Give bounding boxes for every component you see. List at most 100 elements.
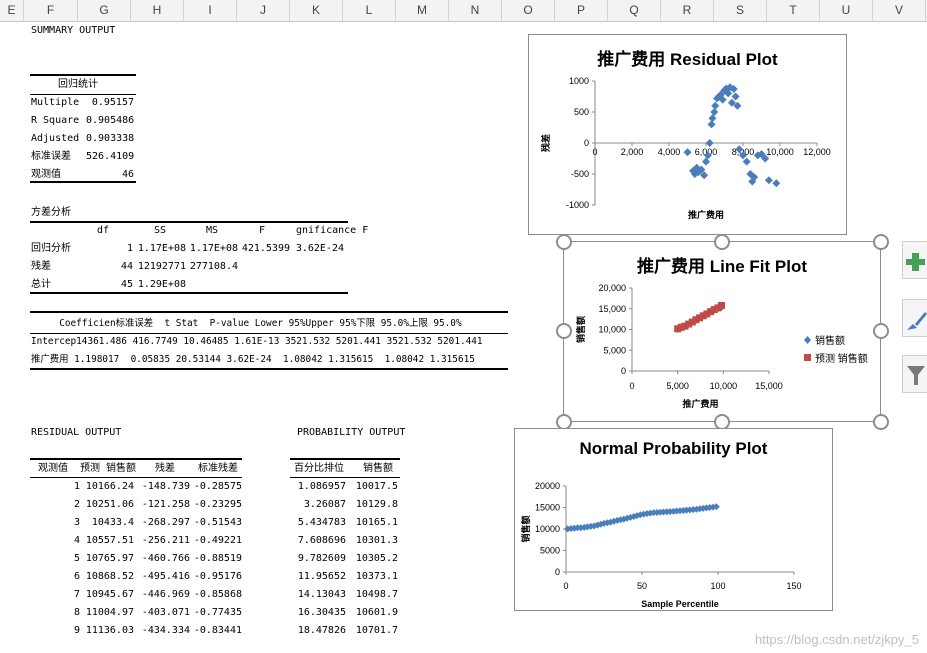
line-fit-plot-chart[interactable]: 推广费用 Line Fit Plot 0 5,000 10,000 15,000 20,… — [563, 241, 881, 422]
data-point — [739, 151, 747, 160]
residual-cell: -0.28575 — [193, 481, 242, 492]
data-point — [686, 506, 694, 514]
column-header-t[interactable]: T — [767, 0, 820, 21]
column-header-h[interactable]: H — [131, 0, 184, 21]
anova-col-header: F — [258, 225, 266, 236]
residual-cell: 11136.03 — [85, 625, 134, 636]
data-point — [724, 89, 733, 98]
table-rule — [290, 477, 400, 478]
normal-probability-plot-chart[interactable]: Normal Probability Plot 0 50 100 150 20000 15… — [514, 428, 833, 611]
table-rule — [30, 311, 508, 313]
residual-cell: -148.739 — [141, 481, 190, 492]
resize-handle-top-left[interactable] — [556, 234, 572, 250]
regression-stats-header: 回归统计 — [58, 79, 98, 90]
column-header-m[interactable]: M — [396, 0, 449, 21]
column-header-s[interactable]: S — [714, 0, 767, 21]
probability-cell: 1.086957 — [297, 481, 346, 492]
worksheet-grid[interactable]: SUMMARY OUTPUT 回归统计 Multiple 0.95157 R Squ… — [0, 21, 927, 653]
x-tick-label: 2,000 — [621, 147, 644, 157]
regression-stat-label: R Square — [31, 115, 80, 126]
data-point — [718, 95, 727, 104]
y-tick-label: 0 — [621, 366, 626, 376]
column-header-q[interactable]: Q — [608, 0, 661, 21]
data-point — [742, 157, 751, 166]
data-point — [718, 301, 726, 309]
probability-cell: 10601.9 — [355, 607, 398, 618]
anova-col-header: MS — [205, 225, 219, 236]
data-point — [702, 157, 710, 166]
x-tick-label: 100 — [710, 581, 725, 591]
anova-row-label: 总计 — [31, 279, 51, 290]
x-tick-label: 150 — [786, 581, 801, 591]
data-point — [633, 512, 641, 520]
column-header-g[interactable]: G — [78, 0, 131, 21]
data-point — [727, 98, 736, 107]
residual-col-header: 残差 — [155, 463, 175, 474]
resize-handle-bottom-right[interactable] — [873, 414, 889, 430]
chart-filters-button[interactable] — [902, 355, 927, 393]
data-point — [587, 522, 595, 530]
x-axis-label: Sample Percentile — [641, 599, 719, 609]
anova-cell: 44 — [120, 261, 133, 272]
column-header-o[interactable]: O — [502, 0, 555, 21]
residual-cell: -268.297 — [141, 517, 190, 528]
regression-stat-value: 46 — [121, 169, 134, 180]
column-header-i[interactable]: I — [184, 0, 237, 21]
regression-stat-value: 0.95157 — [91, 97, 134, 108]
column-header-u[interactable]: U — [820, 0, 873, 21]
x-tick-label: 5,000 — [666, 381, 689, 391]
column-header-r[interactable]: R — [661, 0, 714, 21]
regression-stat-label: Multiple — [31, 97, 80, 108]
column-header-n[interactable]: N — [449, 0, 502, 21]
anova-col-header: gnificance F — [296, 225, 369, 236]
x-tick-label: 15,000 — [755, 381, 783, 391]
chart-styles-button[interactable] — [902, 299, 927, 337]
probability-output-title: PROBABILITY OUTPUT — [297, 427, 406, 438]
residual-plot-svg: 02,0004,0006,0008,00010,00012,0001000500… — [540, 76, 831, 220]
data-point — [699, 312, 707, 320]
resize-handle-top-right[interactable] — [873, 234, 889, 250]
residual-output-title: RESIDUAL OUTPUT — [31, 427, 122, 438]
residual-cell: -0.51543 — [193, 517, 242, 528]
data-point — [729, 85, 738, 94]
residual-cell: 10765.97 — [85, 553, 134, 564]
data-point — [714, 304, 722, 312]
column-header-f[interactable]: F — [24, 0, 78, 21]
chart-elements-button[interactable] — [902, 241, 927, 279]
line-fit-plot-svg: 0 5,000 10,000 15,000 20,000 15,000 10,000 5,00… — [575, 283, 868, 409]
column-header-p[interactable]: P — [555, 0, 608, 21]
column-header-l[interactable]: L — [343, 0, 396, 21]
residual-plot-chart[interactable]: 推广费用 Residual Plot 02,0004,0006,0008,000… — [528, 34, 847, 235]
legend-label: 预测 销售额 — [815, 352, 868, 365]
legend-label: 销售额 — [815, 334, 845, 347]
data-point — [702, 504, 710, 512]
anova-col-header: df — [96, 225, 110, 236]
residual-cell: 10868.52 — [85, 571, 134, 582]
column-header-j[interactable]: J — [237, 0, 290, 21]
data-point — [577, 524, 585, 532]
data-point — [750, 173, 759, 182]
data-point — [590, 522, 598, 530]
column-header-v[interactable]: V — [873, 0, 926, 21]
data-point — [696, 505, 704, 513]
probability-cell: 10129.8 — [355, 499, 398, 510]
data-point — [677, 323, 685, 331]
column-header-k[interactable]: K — [290, 0, 343, 21]
y-axis-label: 残差 — [540, 134, 551, 152]
resize-handle-left[interactable] — [556, 323, 572, 339]
probability-cell: 14.13043 — [297, 589, 346, 600]
chart-title: 推广费用 Residual Plot — [597, 50, 778, 69]
table-rule — [290, 458, 400, 460]
plus-icon — [906, 253, 925, 271]
table-rule — [30, 333, 508, 334]
column-header-e[interactable]: E — [0, 0, 24, 21]
probability-col-header: 销售额 — [363, 463, 393, 474]
resize-handle-top[interactable] — [714, 234, 730, 250]
resize-handle-right[interactable] — [873, 323, 889, 339]
probability-cell: 10498.7 — [355, 589, 398, 600]
data-point — [708, 114, 717, 123]
regression-stat-value: 0.903338 — [86, 133, 135, 144]
data-point — [710, 108, 719, 116]
regression-stat-label: 标准误差 — [31, 151, 71, 162]
